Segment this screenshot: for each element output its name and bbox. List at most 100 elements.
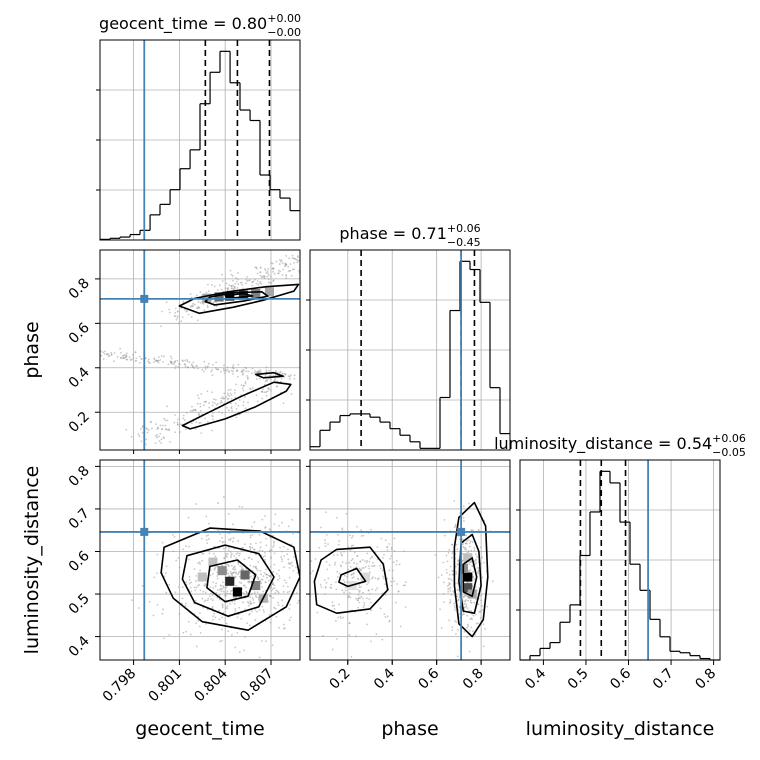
sample-point (234, 282, 237, 285)
sample-point (224, 287, 227, 290)
sample-point (285, 581, 288, 584)
sample-point (199, 612, 201, 615)
sample-point (449, 589, 452, 592)
sample-point (232, 523, 234, 526)
sample-point (204, 583, 206, 585)
sample-point (181, 586, 184, 589)
sample-point (103, 353, 106, 355)
sample-point (237, 363, 240, 366)
sample-point (229, 551, 232, 553)
sample-point (221, 536, 224, 539)
sample-point (323, 593, 326, 596)
sample-point (369, 557, 372, 560)
sample-point (231, 552, 233, 555)
sample-point (154, 442, 157, 445)
sample-point (210, 592, 212, 595)
sample-point (270, 585, 272, 588)
sample-point (472, 570, 475, 573)
sample-point (296, 255, 299, 258)
sample-point (473, 578, 476, 581)
sample-point (163, 355, 165, 358)
sample-point (343, 574, 346, 577)
sample-point (370, 528, 372, 531)
sample-point (255, 542, 257, 545)
sample-point (209, 574, 212, 577)
sample-point (255, 553, 257, 556)
sample-point (267, 377, 270, 380)
title-luminosity-distance: luminosity_distance = 0.54+0.06 (494, 432, 746, 454)
axis-label-phase-x: phase (381, 718, 438, 740)
sample-point (182, 300, 185, 303)
sample-point (249, 600, 252, 603)
sample-point (200, 392, 203, 395)
sample-point (240, 384, 243, 387)
sample-point (260, 390, 263, 393)
sample-point (362, 606, 365, 608)
sample-point (218, 533, 221, 535)
sample-point (255, 594, 257, 597)
sample-point (222, 396, 224, 398)
tick-label-x-luminosity-distance: 0.4 (522, 665, 549, 692)
sample-point (258, 370, 261, 373)
sample-point (282, 546, 285, 548)
sample-point (204, 599, 207, 602)
sample-point (237, 404, 240, 407)
density-block (251, 289, 261, 299)
sample-point (258, 282, 261, 285)
sample-point (221, 581, 224, 584)
sample-point (353, 551, 356, 554)
sample-point (281, 558, 283, 561)
contour-line (181, 544, 275, 617)
tick-label-y-phase: 0.6 (66, 320, 93, 347)
sample-point (219, 370, 222, 373)
sample-point (267, 281, 270, 284)
sample-point (233, 554, 236, 557)
sample-point (244, 282, 247, 285)
sample-point (355, 635, 358, 638)
sample-point (356, 555, 359, 558)
sample-point (336, 570, 338, 573)
sample-point (242, 368, 244, 371)
sample-point (261, 518, 264, 521)
sample-point (233, 391, 236, 394)
sample-point (446, 585, 449, 587)
sample-point (477, 603, 480, 606)
sample-point (267, 387, 269, 390)
sample-point (475, 562, 478, 564)
sample-point (168, 311, 171, 314)
sample-point (238, 554, 240, 557)
sample-point (288, 576, 291, 579)
sample-point (153, 361, 155, 364)
sample-point (259, 266, 262, 269)
sample-point (228, 395, 231, 397)
sample-point (364, 565, 367, 568)
sample-point (184, 365, 187, 368)
sample-point (265, 369, 268, 371)
sample-point (226, 605, 229, 608)
sample-point (482, 645, 485, 648)
sample-point (462, 505, 465, 508)
sample-point (284, 264, 287, 266)
sample-point (236, 616, 239, 619)
sample-point (287, 585, 289, 588)
tick-label-y-phase: 0.2 (66, 409, 93, 436)
sample-point (222, 397, 225, 400)
sample-point (284, 373, 287, 376)
sample-point (350, 573, 353, 576)
sample-point (375, 633, 378, 635)
sample-point (264, 380, 267, 383)
sample-point (248, 581, 250, 584)
sample-point (211, 374, 214, 377)
sample-point (208, 406, 211, 409)
sample-point (237, 562, 240, 565)
sample-point (146, 431, 149, 434)
sample-point (190, 422, 193, 425)
sample-point (461, 543, 464, 546)
sample-point (356, 599, 359, 601)
sample-point (210, 284, 213, 286)
sample-point (194, 409, 197, 412)
sample-point (281, 273, 284, 276)
sample-point (100, 354, 103, 357)
tick-label-y-luminosity-distance: 0.5 (66, 591, 93, 618)
sample-point (469, 599, 472, 602)
